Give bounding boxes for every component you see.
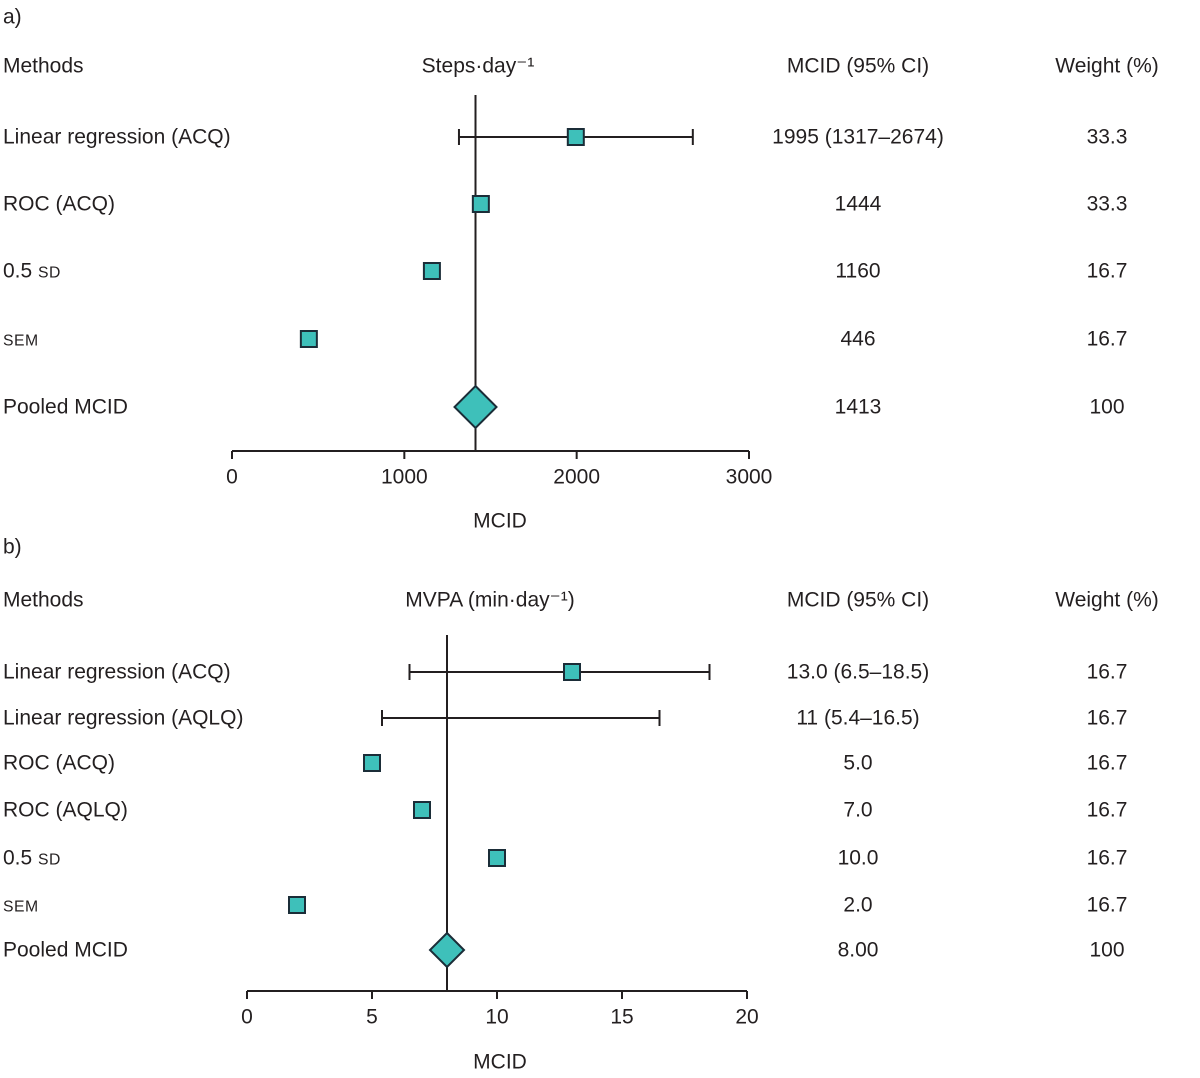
method-label: ROC (ACQ) — [3, 192, 115, 216]
mcid-value: 1413 — [834, 395, 882, 419]
data-point-square — [566, 128, 585, 146]
method-label: ROC (AQLQ) — [3, 798, 128, 822]
weight-value: 16.7 — [1086, 706, 1128, 730]
panel-label: b) — [3, 535, 22, 559]
mcid-value: 7.0 — [843, 798, 873, 822]
weight-value: 16.7 — [1086, 893, 1128, 917]
weight-value: 16.7 — [1086, 751, 1128, 775]
weight-value: 100 — [1089, 938, 1125, 962]
methods-header: Methods — [3, 54, 84, 78]
weight-value: 16.7 — [1086, 259, 1128, 283]
pooled-diamond — [428, 931, 466, 969]
plot-title: Steps·day⁻¹ — [421, 54, 535, 78]
x-tick-label: 1000 — [380, 465, 428, 489]
weight-header: Weight (%) — [1055, 54, 1159, 78]
x-tick-label: 10 — [485, 1005, 509, 1029]
mcid-header: MCID (95% CI) — [786, 54, 930, 78]
x-tick-label: 15 — [610, 1005, 634, 1029]
method-label: Linear regression (ACQ) — [3, 660, 231, 684]
method-label: Linear regression (ACQ) — [3, 125, 231, 149]
mcid-value: 5.0 — [843, 751, 873, 775]
x-axis-label: MCID — [473, 1050, 527, 1074]
x-tick-label: 0 — [241, 1005, 253, 1029]
weight-value: 16.7 — [1086, 798, 1128, 822]
x-tick-label: 2000 — [553, 465, 601, 489]
method-label: SEM — [3, 332, 39, 350]
mcid-value: 1995 (1317–2674) — [772, 125, 944, 149]
weight-header: Weight (%) — [1055, 588, 1159, 612]
mcid-value: 1444 — [834, 192, 882, 216]
mcid-value: 11 (5.4–16.5) — [796, 706, 920, 730]
weight-value: 100 — [1089, 395, 1125, 419]
weight-value: 16.7 — [1086, 327, 1128, 351]
data-point-square — [563, 663, 581, 681]
method-label: Linear regression (AQLQ) — [3, 706, 244, 730]
data-point-square — [363, 754, 381, 772]
data-point-square — [488, 849, 506, 867]
mcid-value: 1160 — [835, 259, 881, 283]
method-label: Pooled MCID — [3, 395, 128, 419]
data-point-square — [288, 896, 306, 914]
mcid-value: 446 — [840, 327, 876, 351]
mcid-header: MCID (95% CI) — [786, 588, 930, 612]
weight-value: 16.7 — [1086, 846, 1128, 870]
data-point-square — [471, 195, 490, 213]
mcid-value: 8.00 — [837, 938, 879, 962]
x-tick-label: 5 — [366, 1005, 378, 1029]
methods-header: Methods — [3, 588, 84, 612]
weight-value: 33.3 — [1086, 125, 1128, 149]
data-point-square — [299, 330, 318, 348]
method-label: 0.5 SD — [3, 259, 61, 283]
weight-value: 16.7 — [1086, 660, 1128, 684]
weight-value: 33.3 — [1086, 192, 1128, 216]
panel-label: a) — [3, 5, 22, 29]
data-point-square — [422, 262, 441, 280]
x-axis-label: MCID — [473, 509, 527, 533]
mcid-value: 2.0 — [843, 893, 873, 917]
data-point-square — [413, 801, 431, 819]
method-label: SEM — [3, 898, 39, 916]
pooled-diamond — [453, 384, 498, 430]
method-label: 0.5 SD — [3, 846, 61, 870]
x-tick-label: 20 — [735, 1005, 759, 1029]
method-label: ROC (ACQ) — [3, 751, 115, 775]
mcid-value: 13.0 (6.5–18.5) — [786, 660, 930, 684]
x-tick-label: 3000 — [725, 465, 773, 489]
plot-title: MVPA (min·day⁻¹) — [405, 588, 575, 612]
method-label: Pooled MCID — [3, 938, 128, 962]
x-tick-label: 0 — [226, 465, 238, 489]
mcid-value: 10.0 — [837, 846, 879, 870]
